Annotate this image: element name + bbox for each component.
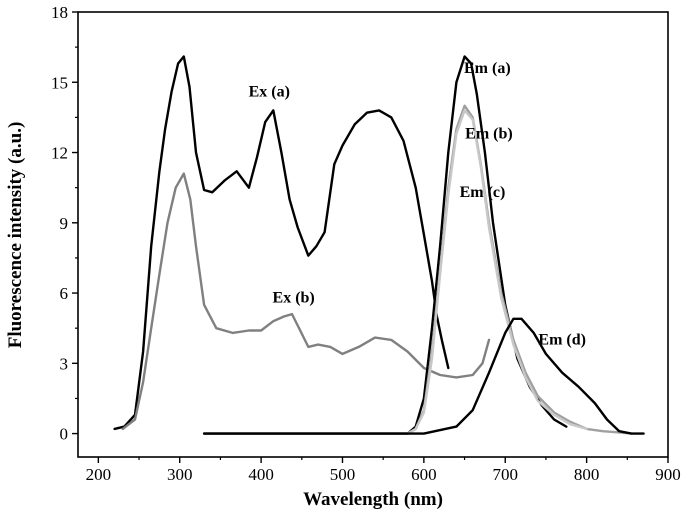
y-tick-label-15: 15 xyxy=(51,73,68,92)
annotation-em-a: Em (a) xyxy=(464,60,511,77)
x-tick-label-300: 300 xyxy=(167,465,193,484)
x-axis-title: Wavelength (nm) xyxy=(303,489,443,510)
y-tick-label-0: 0 xyxy=(60,425,69,444)
y-tick-label-9: 9 xyxy=(60,214,69,233)
y-tick-label-18: 18 xyxy=(51,3,68,22)
y-axis-title: Fluorescence intensity (a.u.) xyxy=(5,122,26,349)
x-tick-label-500: 500 xyxy=(330,465,356,484)
x-tick-label-600: 600 xyxy=(411,465,437,484)
y-tick-label-6: 6 xyxy=(60,284,69,303)
x-tick-label-900: 900 xyxy=(655,465,681,484)
annotation-em-d: Em (d) xyxy=(538,332,586,349)
x-tick-label-700: 700 xyxy=(492,465,518,484)
annotation-layer: Ex (a) Ex (b) Em (a) Em (b) Em (c) Em (d) xyxy=(249,60,586,349)
tick-layer: 200 300 400 500 600 700 800 900 0 3 6 9 12 15 18 xyxy=(51,3,681,484)
annotation-ex-a: Ex (a) xyxy=(249,83,290,100)
x-tick-label-800: 800 xyxy=(574,465,600,484)
y-tick-label-12: 12 xyxy=(51,144,68,163)
x-tick-label-200: 200 xyxy=(86,465,112,484)
y-tick-label-3: 3 xyxy=(60,354,69,373)
series-layer xyxy=(115,57,644,434)
series-line-em-c xyxy=(408,110,587,433)
annotation-em-b: Em (b) xyxy=(465,125,513,142)
annotation-em-c: Em (c) xyxy=(460,184,506,201)
series-line-em-b xyxy=(204,106,631,434)
annotation-ex-b: Ex (b) xyxy=(273,289,315,306)
x-tick-label-400: 400 xyxy=(248,465,274,484)
